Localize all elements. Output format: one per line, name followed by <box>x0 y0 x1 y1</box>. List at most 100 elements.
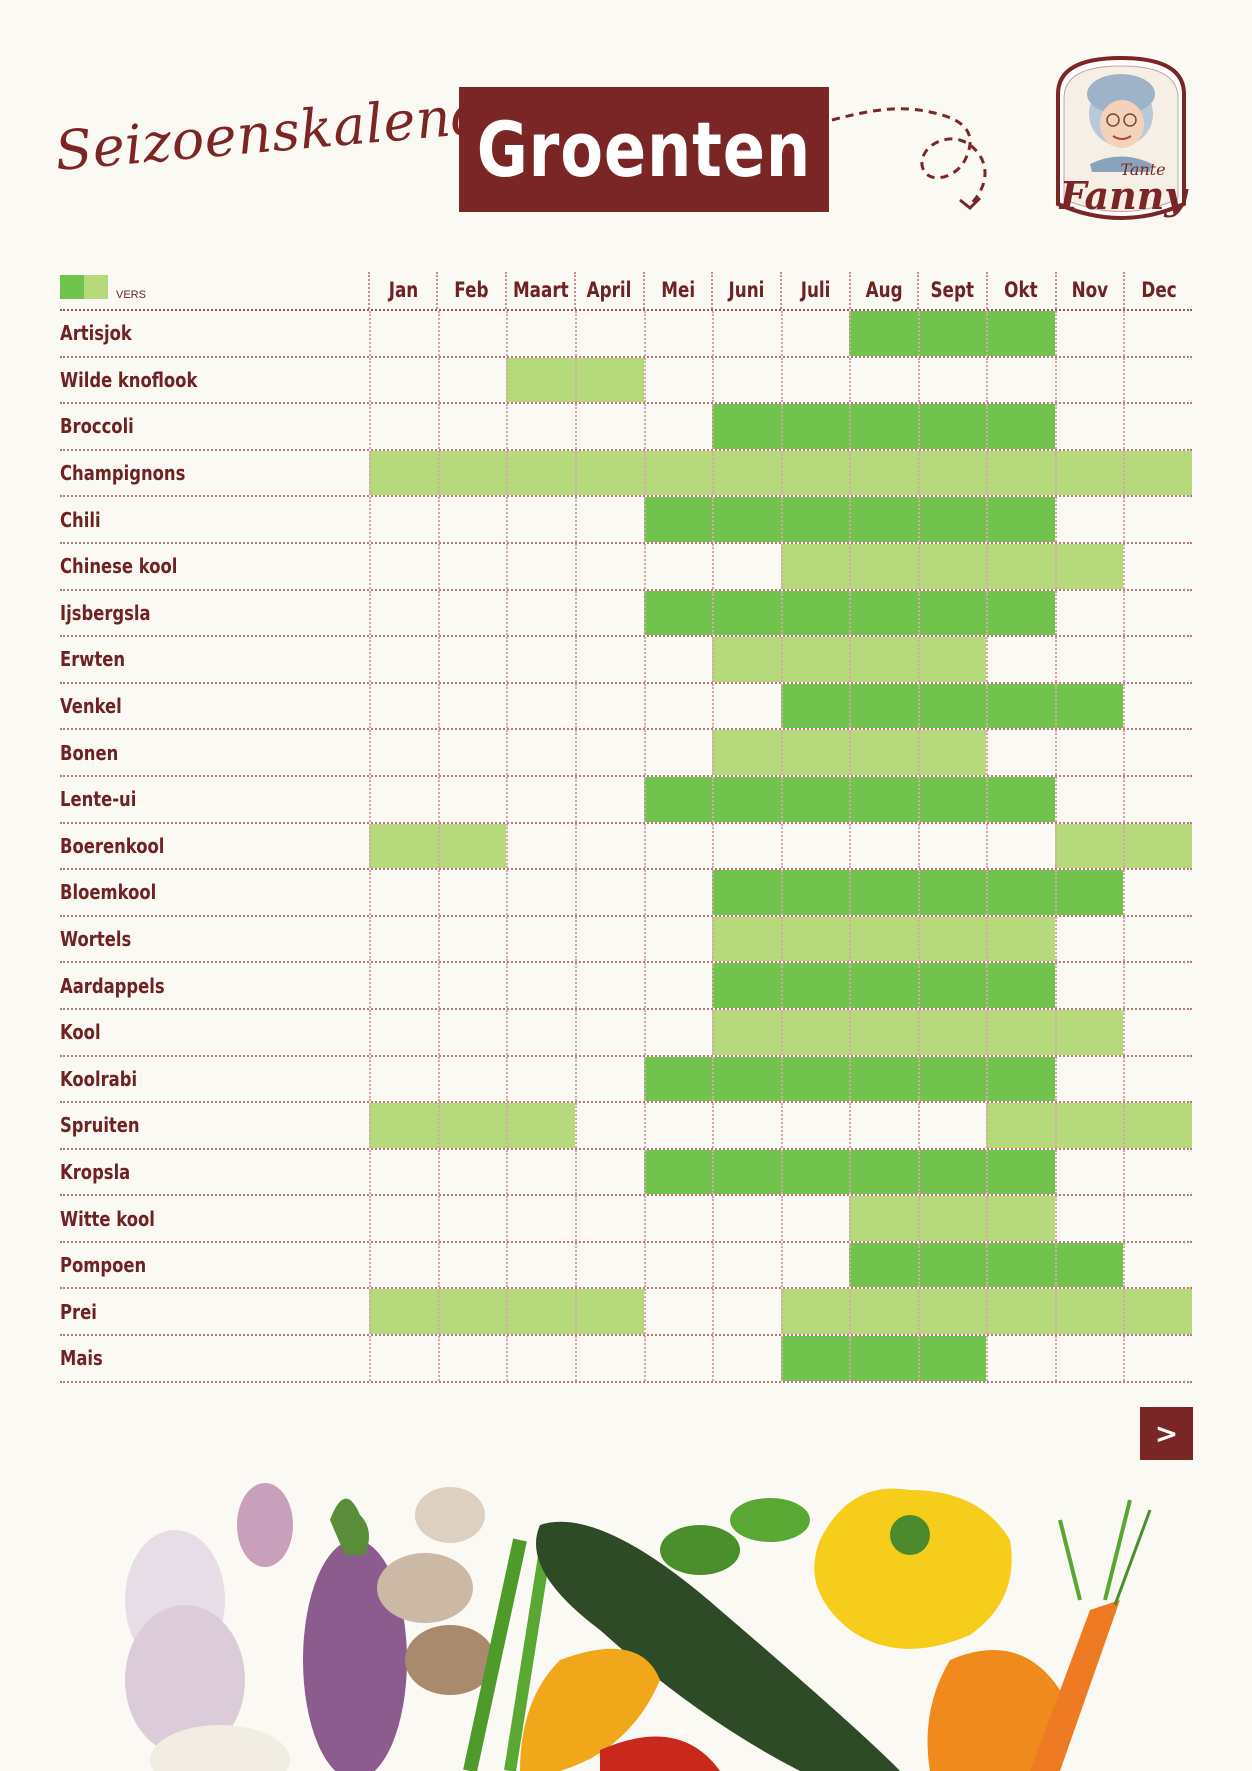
month-header: Maart <box>505 272 574 309</box>
month-cell-in-season <box>917 916 987 962</box>
month-cell-in-season <box>780 683 850 729</box>
next-page-button[interactable]: > <box>1140 1407 1193 1460</box>
month-cell-in-season <box>1123 823 1192 869</box>
month-cell-empty <box>986 730 1055 775</box>
month-cell-empty <box>712 1336 781 1381</box>
vegetable-row: Chili <box>60 497 1192 544</box>
month-cell-in-season <box>712 590 781 636</box>
month-cell-empty <box>917 357 987 403</box>
month-cell-empty <box>1123 730 1192 775</box>
month-label: Aug <box>865 278 903 302</box>
vegetable-name: Spruiten <box>60 1113 140 1138</box>
month-cell-empty <box>506 1196 575 1241</box>
month-cell-empty <box>506 963 575 1008</box>
month-cell-empty <box>712 311 781 356</box>
month-cell-in-season <box>780 1056 850 1102</box>
vegetable-name-cell: Chili <box>60 497 369 542</box>
vegetable-name-cell: Aardappels <box>60 963 369 1008</box>
vegetable-name-cell: Wortels <box>60 917 369 962</box>
month-cell-empty <box>575 404 644 449</box>
month-cell-in-season <box>369 450 438 496</box>
vegetable-name-cell: Boerenkool <box>60 824 369 869</box>
month-cell-in-season <box>712 870 781 915</box>
month-label: Jan <box>388 278 418 302</box>
month-cell-empty <box>643 311 713 356</box>
month-cell-empty <box>986 357 1055 403</box>
vegetable-name-cell: Broccoli <box>60 404 369 449</box>
vegetable-name: Pompoen <box>60 1253 147 1278</box>
month-cell-in-season <box>849 543 918 589</box>
month-cell-in-season <box>506 357 576 403</box>
month-cell-in-season <box>1054 450 1124 496</box>
month-cell-in-season <box>917 1056 987 1102</box>
month-cell-in-season <box>437 823 507 869</box>
month-cell-in-season <box>917 870 987 915</box>
month-cell-empty <box>917 1103 987 1148</box>
month-cell-in-season <box>1054 1009 1124 1055</box>
month-cell-empty <box>1123 1149 1192 1195</box>
month-cell-in-season <box>712 916 781 962</box>
month-cell-empty <box>1054 357 1124 403</box>
vegetable-name-cell: Witte kool <box>60 1196 369 1241</box>
month-cell-empty <box>437 404 507 449</box>
month-cell-empty <box>506 637 575 682</box>
month-cell-in-season <box>986 311 1055 356</box>
month-cell-in-season <box>780 963 850 1008</box>
month-cell-in-season <box>1123 1289 1192 1335</box>
month-cell-empty <box>575 590 644 636</box>
logo-line1: Tante <box>1120 160 1166 179</box>
month-cell-empty <box>437 357 507 403</box>
month-cell-in-season <box>917 404 987 449</box>
month-cell-in-season <box>986 1289 1055 1335</box>
month-cell-in-season <box>917 1289 987 1335</box>
month-cell-in-season <box>575 357 644 403</box>
month-header: Aug <box>848 272 918 309</box>
month-cell-empty <box>437 776 507 822</box>
month-cell-empty <box>506 683 575 729</box>
vegetable-name: Lente-ui <box>60 787 137 812</box>
month-cell-empty <box>369 543 438 589</box>
month-cell-in-season <box>917 683 987 729</box>
page-title-box: Groenten <box>459 87 829 212</box>
month-cell-empty <box>506 776 575 822</box>
month-cell-in-season <box>712 963 781 1008</box>
month-cell-in-season <box>917 497 987 542</box>
month-cell-empty <box>1123 1336 1192 1381</box>
month-header: Jan <box>367 272 437 309</box>
month-cell-in-season <box>780 497 850 542</box>
month-header: April <box>573 272 643 309</box>
month-cell-empty <box>1054 404 1124 449</box>
month-label: Dec <box>1141 278 1177 302</box>
month-cell-empty <box>712 357 781 403</box>
vegetable-name-cell: Pompoen <box>60 1243 369 1288</box>
month-cell-in-season <box>917 1336 987 1381</box>
month-cell-empty <box>506 916 575 962</box>
month-cell-in-season <box>986 543 1055 589</box>
month-cell-empty <box>643 1103 713 1148</box>
month-cell-in-season <box>780 916 850 962</box>
month-label: Juni <box>728 278 765 302</box>
month-cell-empty <box>437 1196 507 1241</box>
month-cell-empty <box>575 543 644 589</box>
month-cell-empty <box>506 497 575 542</box>
month-cell-empty <box>780 823 850 869</box>
month-header: Dec <box>1123 272 1192 309</box>
month-cell-empty <box>575 1056 644 1102</box>
month-cell-empty <box>575 916 644 962</box>
vegetable-name-cell: Mais <box>60 1336 369 1381</box>
vegetable-name-cell: Koolrabi <box>60 1057 369 1102</box>
tante-fanny-logo <box>1056 55 1186 220</box>
month-cell-empty <box>643 683 713 729</box>
month-cell-empty <box>712 1289 781 1335</box>
month-cell-empty <box>369 963 438 1008</box>
month-cell-empty <box>849 823 918 869</box>
month-cell-empty <box>1123 1196 1192 1241</box>
vegetable-name: Broccoli <box>60 414 134 439</box>
month-header: Juni <box>711 272 780 309</box>
month-cell-in-season <box>1054 543 1124 589</box>
month-cell-empty <box>575 1196 644 1241</box>
month-cell-in-season <box>917 450 987 496</box>
month-cell-in-season <box>917 311 987 356</box>
month-cell-empty <box>369 1056 438 1102</box>
month-cell-in-season <box>643 776 713 822</box>
